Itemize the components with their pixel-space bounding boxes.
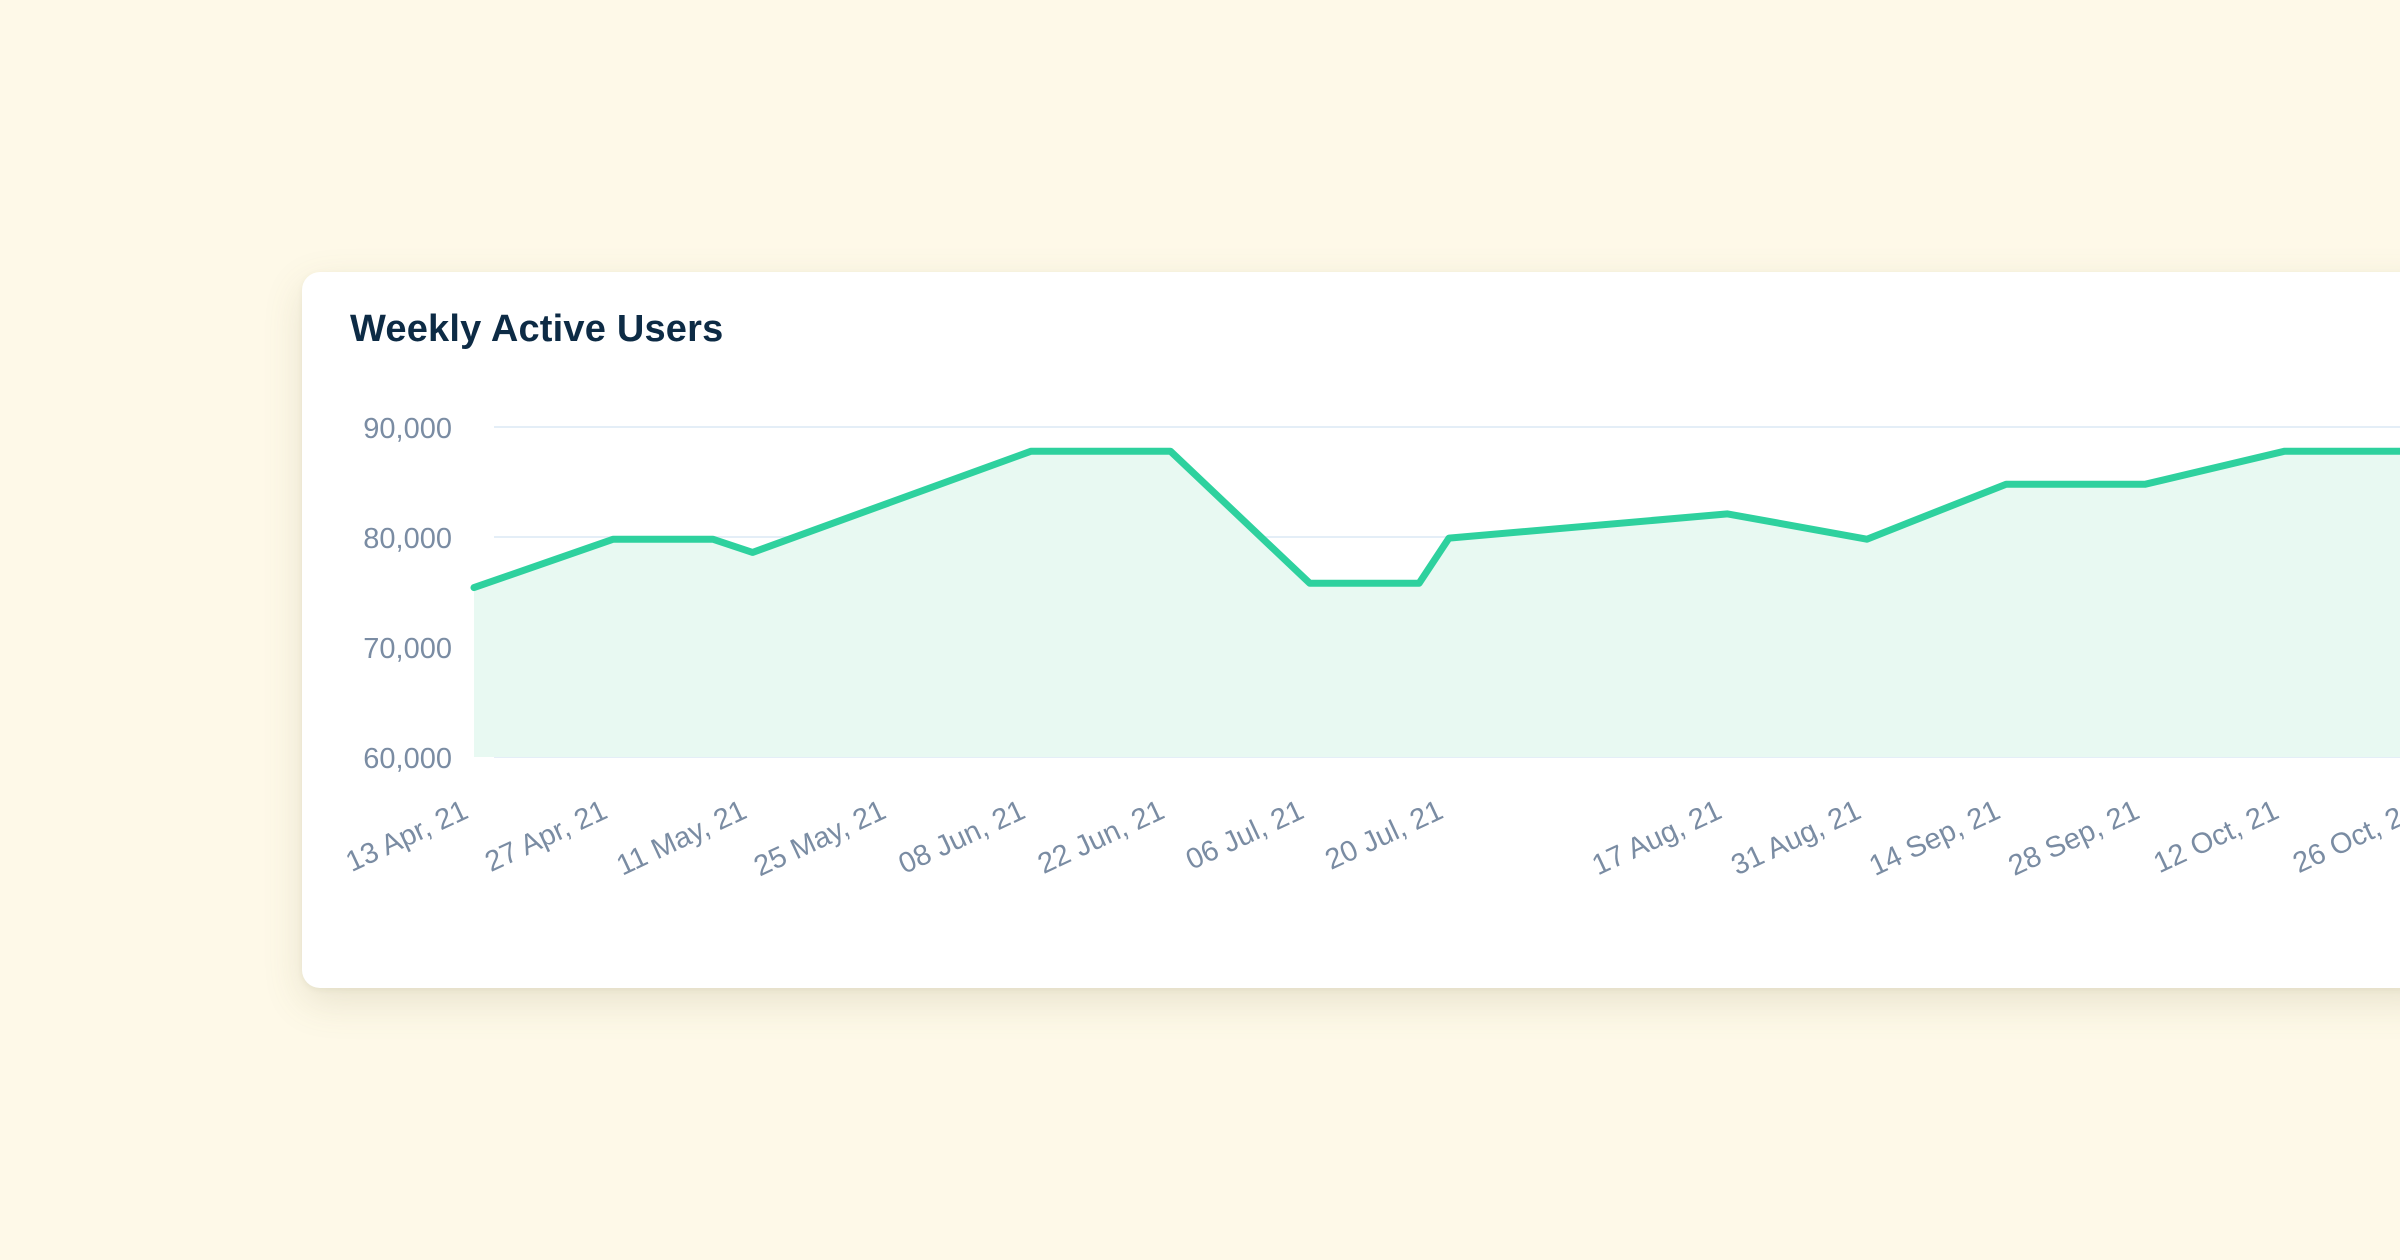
- x-tick-label: 14 Sep, 21: [1864, 794, 2005, 882]
- y-tick-label: 80,000: [363, 523, 452, 555]
- x-tick-label: 27 Apr, 21: [480, 794, 612, 878]
- area-layer: [474, 451, 2400, 757]
- x-tick-label: 06 Jul, 21: [1181, 794, 1309, 876]
- y-tick-label: 70,000: [363, 633, 452, 665]
- series-area: [474, 451, 2400, 757]
- y-tick-label: 90,000: [363, 413, 452, 445]
- chart-title: Weekly Active Users: [350, 308, 724, 350]
- x-tick-label: 13 Apr, 21: [341, 794, 473, 878]
- chart-card: Weekly Active Users 90,000 80,000 70,000 60…: [302, 272, 2400, 988]
- series-line: [470, 447, 2400, 592]
- y-axis-ticks: 90,000 80,000 70,000 60,000: [363, 413, 452, 775]
- y-tick-label: 60,000: [363, 743, 452, 775]
- x-tick-label: 17 Aug, 21: [1587, 794, 1726, 882]
- x-tick-label: 25 May, 21: [749, 794, 891, 883]
- weekly-active-users-chart: 90,000 80,000 70,000 60,000 13 Apr, 21 27 Ap…: [341, 413, 2400, 883]
- x-tick-label: 20 Jul, 21: [1320, 794, 1448, 876]
- line-layer: [470, 447, 2400, 592]
- x-tick-label: 26 Oct, 21: [2288, 794, 2400, 880]
- x-tick-label: 08 Jun, 21: [894, 794, 1030, 880]
- x-tick-label: 12 Oct, 21: [2149, 794, 2284, 880]
- x-tick-label: 11 May, 21: [612, 794, 752, 882]
- x-tick-label: 31 Aug, 21: [1727, 794, 1866, 882]
- x-tick-label: 22 Jun, 21: [1033, 794, 1169, 880]
- x-tick-label: 28 Sep, 21: [2004, 794, 2145, 882]
